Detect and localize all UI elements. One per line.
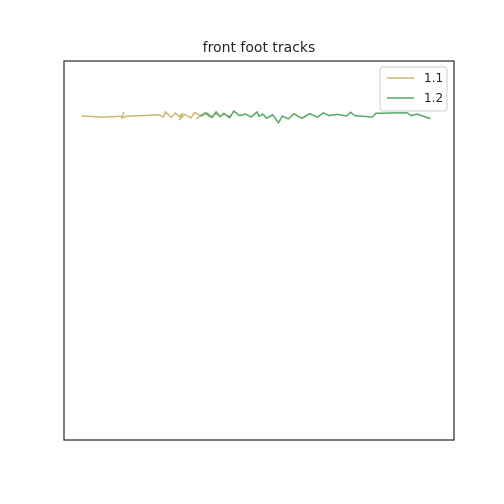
legend-label-2: 1.2 bbox=[424, 91, 443, 105]
series-layer bbox=[81, 110, 431, 124]
legend-label-1: 1.1 bbox=[424, 71, 443, 85]
legend: 1.11.2 bbox=[379, 66, 448, 112]
plot-frame bbox=[63, 60, 455, 441]
chart-title: front foot tracks bbox=[202, 40, 316, 56]
series-line-2 bbox=[200, 110, 431, 124]
